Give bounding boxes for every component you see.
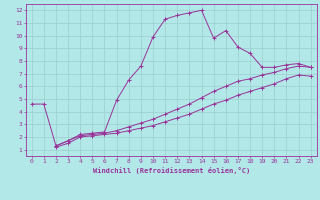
X-axis label: Windchill (Refroidissement éolien,°C): Windchill (Refroidissement éolien,°C) [92,167,250,174]
